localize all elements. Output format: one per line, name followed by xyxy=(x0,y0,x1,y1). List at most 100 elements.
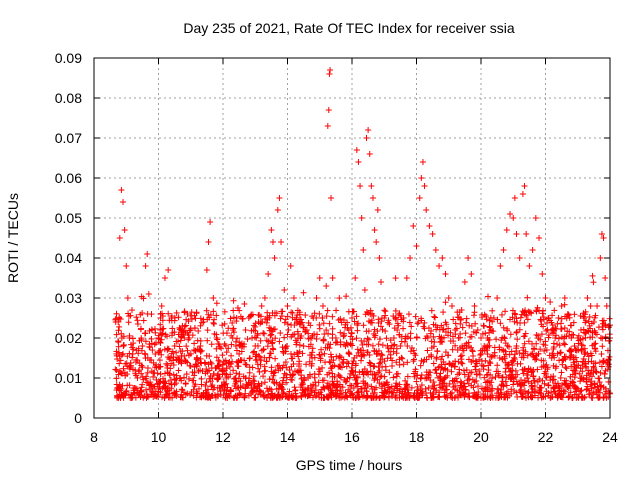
baseline-point xyxy=(162,383,169,390)
baseline-point xyxy=(408,384,415,391)
data-point xyxy=(357,183,364,189)
baseline-point xyxy=(228,341,235,348)
data-point xyxy=(373,239,380,245)
data-point xyxy=(287,263,294,269)
baseline-point xyxy=(261,330,268,337)
data-point xyxy=(542,295,549,301)
baseline-point xyxy=(376,336,383,343)
baseline-point xyxy=(601,370,608,377)
data-point xyxy=(324,123,331,129)
baseline-point xyxy=(382,328,389,335)
baseline-point xyxy=(173,309,180,316)
data-point xyxy=(232,343,239,349)
baseline-point xyxy=(498,311,505,318)
baseline-point xyxy=(308,351,315,358)
baseline-point xyxy=(474,383,481,390)
data-point xyxy=(426,223,433,229)
baseline-point xyxy=(371,326,378,333)
y-tick-label: 0 xyxy=(74,410,82,426)
baseline-point xyxy=(341,330,348,337)
data-point xyxy=(421,183,428,189)
data-point xyxy=(261,295,268,301)
data-point xyxy=(445,295,452,301)
baseline-point xyxy=(134,317,141,324)
baseline-point xyxy=(252,323,259,330)
baseline-point xyxy=(272,355,279,362)
baseline-point xyxy=(386,321,393,328)
baseline-point xyxy=(357,357,364,364)
data-point xyxy=(290,295,297,301)
baseline-point xyxy=(390,374,397,381)
baseline-point xyxy=(333,307,340,314)
baseline-point xyxy=(188,316,195,323)
baseline-point xyxy=(407,330,414,337)
baseline-point xyxy=(599,343,606,350)
baseline-point xyxy=(398,338,405,345)
data-point xyxy=(507,211,514,217)
baseline-point xyxy=(448,389,455,396)
baseline-point xyxy=(517,320,524,327)
chart-title: Day 235 of 2021, Rate Of TEC Index for r… xyxy=(183,20,514,36)
data-point xyxy=(503,227,510,233)
baseline-point xyxy=(599,323,606,330)
baseline-point xyxy=(466,322,473,329)
data-point xyxy=(269,239,276,245)
baseline-point xyxy=(547,299,554,306)
baseline-point xyxy=(414,320,421,327)
baseline-point xyxy=(349,308,356,315)
baseline-point xyxy=(375,341,382,348)
x-tick-label: 20 xyxy=(473,429,489,445)
baseline-point xyxy=(434,347,441,354)
baseline-point xyxy=(331,373,338,380)
data-point xyxy=(316,275,323,281)
baseline-point xyxy=(210,319,217,326)
baseline-point xyxy=(379,326,386,333)
baseline-point xyxy=(117,357,124,364)
data-point xyxy=(323,283,330,289)
baseline-point xyxy=(534,366,541,373)
data-point xyxy=(165,267,172,273)
data-point xyxy=(511,195,518,201)
data-point xyxy=(429,231,436,237)
baseline-point xyxy=(534,378,541,385)
baseline-point xyxy=(538,317,545,324)
x-tick-label: 22 xyxy=(538,429,554,445)
baseline-point xyxy=(480,322,487,329)
baseline-point xyxy=(329,325,336,332)
baseline-point xyxy=(581,345,588,352)
baseline-point xyxy=(427,330,434,337)
baseline-point xyxy=(554,341,561,348)
data-point xyxy=(539,271,546,277)
baseline-point xyxy=(568,322,575,329)
data-point xyxy=(523,231,530,237)
data-point xyxy=(207,219,214,225)
data-point xyxy=(369,195,376,201)
baseline-point xyxy=(417,362,424,369)
data-point xyxy=(158,303,165,309)
data-point xyxy=(497,263,504,269)
baseline-point xyxy=(326,320,333,327)
y-tick-label: 0.05 xyxy=(55,210,82,226)
data-point xyxy=(161,275,168,281)
baseline-point xyxy=(578,346,585,353)
data-point xyxy=(358,215,365,221)
baseline-point xyxy=(118,330,125,337)
x-tick-label: 14 xyxy=(280,429,296,445)
baseline-point xyxy=(252,394,259,401)
baseline-point xyxy=(463,315,470,322)
baseline-point xyxy=(389,363,396,370)
baseline-point xyxy=(170,361,177,368)
data-point xyxy=(500,247,507,253)
baseline-point xyxy=(288,309,295,316)
baseline-point xyxy=(360,322,367,329)
baseline-point xyxy=(142,338,149,345)
baseline-point xyxy=(417,375,424,382)
data-point xyxy=(121,227,128,233)
baseline-point xyxy=(134,320,141,327)
baseline-point xyxy=(435,393,442,400)
data-point xyxy=(123,263,130,269)
baseline-point xyxy=(244,336,251,343)
data-point xyxy=(494,295,501,301)
data-point xyxy=(376,255,383,261)
